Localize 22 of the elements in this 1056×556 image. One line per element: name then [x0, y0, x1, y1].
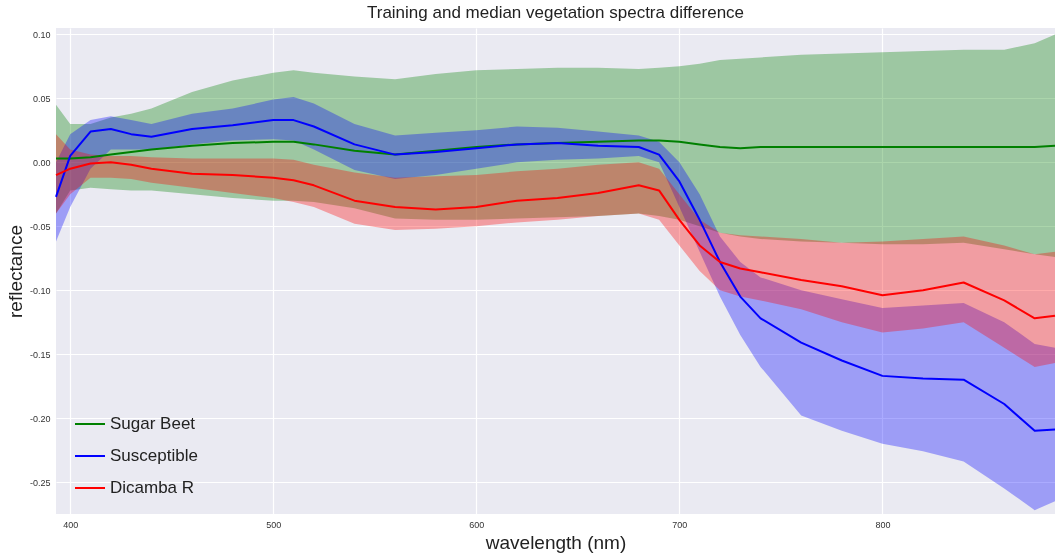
y-tick-label: -0.20 — [29, 413, 51, 424]
line-series — [55, 139, 1056, 160]
y-tick-label: -0.10 — [29, 285, 51, 296]
x-tick-label: 600 — [469, 519, 485, 530]
line-series — [55, 161, 1056, 320]
chart-title: Training and median vegetation spectra difference — [366, 3, 745, 22]
legend-label: Susceptible — [110, 446, 198, 465]
x-tick-label: 500 — [266, 519, 282, 530]
y-tick-label: 0.05 — [32, 93, 51, 104]
legend-label: Dicamba R — [110, 478, 195, 497]
x-axis-title: wavelength (nm) — [484, 531, 627, 553]
x-tick-label: 700 — [672, 519, 688, 530]
legend-label: Sugar Beet — [110, 414, 196, 433]
x-tick-label: 400 — [63, 519, 79, 530]
y-tick-label: -0.05 — [29, 221, 51, 232]
y-axis-title: reflectance — [4, 225, 26, 318]
line-series — [55, 119, 1056, 432]
y-tick-label: -0.15 — [29, 349, 51, 360]
y-tick-label: 0.00 — [32, 157, 51, 168]
y-tick-label: -0.25 — [29, 477, 51, 488]
x-tick-label: 800 — [875, 519, 891, 530]
y-tick-label: 0.10 — [32, 29, 51, 40]
